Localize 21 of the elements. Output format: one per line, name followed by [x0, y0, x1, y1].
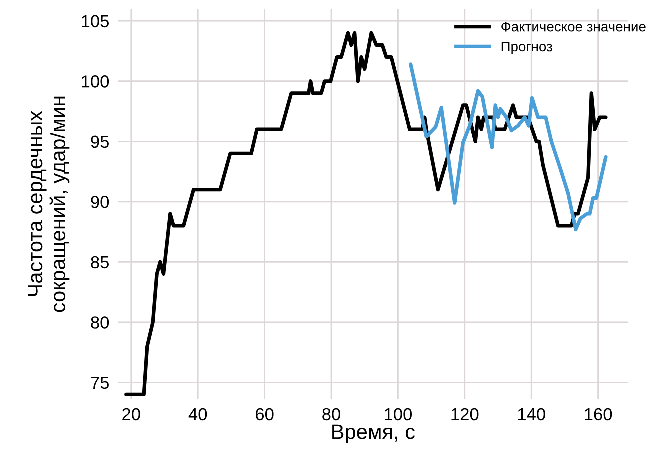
- y-tick-label: 90: [91, 196, 110, 208]
- y-tick-label: 80: [91, 316, 110, 329]
- x-tick-label: 120: [452, 408, 479, 421]
- legend-label: Фактическое значение: [502, 22, 646, 32]
- y-tick-label: 85: [91, 256, 109, 269]
- x-tick-label: 100: [385, 408, 412, 421]
- x-tick-label: 80: [322, 408, 340, 421]
- x-tick-label: 140: [518, 408, 546, 421]
- legend-label: Прогноз: [502, 42, 552, 54]
- x-tick-label: 160: [585, 408, 612, 421]
- y-tick-label: 100: [82, 76, 110, 88]
- y-axis-title: Частота сердечных сокращений, удар/мин: [28, 96, 70, 312]
- y-tick-label: 75: [91, 377, 109, 390]
- y-tick-label: 95: [91, 136, 109, 148]
- x-axis-title: Время, с: [332, 424, 415, 444]
- x-tick-label: 40: [188, 408, 208, 421]
- y-tick-label: 105: [82, 15, 109, 28]
- line-series: [124, 31, 608, 397]
- line-series: [409, 62, 608, 232]
- x-tick-label: 20: [122, 408, 140, 421]
- x-tick-label: 60: [256, 408, 274, 421]
